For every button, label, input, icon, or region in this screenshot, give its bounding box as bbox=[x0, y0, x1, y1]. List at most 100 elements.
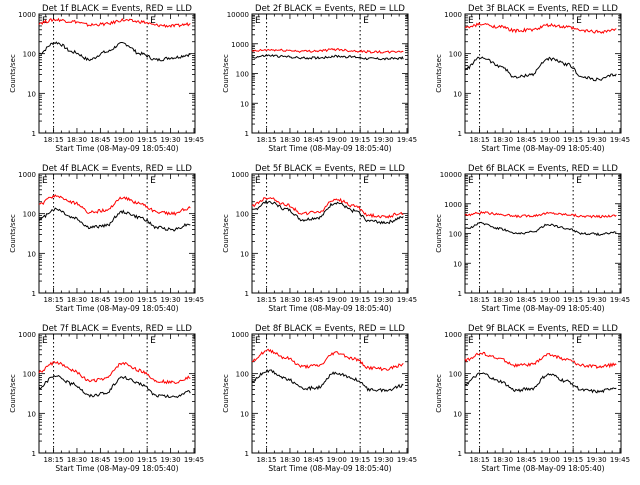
y-axis-label: Counts/sec bbox=[222, 214, 230, 253]
x-tick-label: 19:15 bbox=[350, 456, 370, 464]
series-lld-line bbox=[251, 197, 404, 219]
x-tick-label: 18:15 bbox=[469, 456, 489, 464]
y-tick-label: 10 bbox=[453, 260, 462, 268]
x-axis-label: Start Time (08-May-09 18:05:40) bbox=[55, 464, 178, 473]
y-axis-label: Counts/sec bbox=[9, 214, 17, 253]
series-events-line bbox=[464, 56, 617, 82]
y-tick-label: 1 bbox=[458, 130, 462, 138]
panel-title: Det 3f BLACK = Events, RED = LLD bbox=[468, 4, 618, 14]
e-marker-left: E bbox=[42, 176, 48, 186]
plot-frame bbox=[38, 173, 196, 294]
series-lld-line bbox=[251, 47, 404, 54]
x-tick-label: 19:15 bbox=[563, 136, 583, 144]
panel-title: Det 6f BLACK = Events, RED = LLD bbox=[468, 164, 618, 174]
y-tick-label: 10 bbox=[27, 250, 36, 258]
y-tick-label: 1000 bbox=[444, 331, 462, 339]
e-marker-left: E bbox=[255, 176, 261, 186]
y-tick-label: 1 bbox=[245, 450, 249, 458]
e-marker-right: E bbox=[576, 16, 582, 26]
y-tick-label: 100 bbox=[449, 231, 462, 239]
x-axis-label: Start Time (08-May-09 18:05:40) bbox=[55, 304, 178, 313]
y-tick-label: 1 bbox=[32, 290, 36, 298]
y-tick-label: 1000 bbox=[231, 331, 249, 339]
x-tick-label: 18:30 bbox=[67, 456, 87, 464]
x-tick-label: 19:30 bbox=[586, 136, 606, 144]
x-tick-label: 19:30 bbox=[373, 296, 393, 304]
x-tick-label: 19:00 bbox=[114, 456, 134, 464]
x-tick-label: 19:30 bbox=[160, 136, 180, 144]
e-marker-right: E bbox=[150, 16, 156, 26]
x-tick-label: 18:30 bbox=[493, 456, 513, 464]
y-tick-label: 1 bbox=[245, 130, 249, 138]
e-marker-right: E bbox=[576, 336, 582, 346]
x-tick-label: 18:30 bbox=[280, 456, 300, 464]
x-tick-label: 18:30 bbox=[280, 296, 300, 304]
y-tick-label: 1000 bbox=[444, 11, 462, 19]
x-tick-label: 18:45 bbox=[90, 136, 110, 144]
x-tick-label: 18:45 bbox=[516, 456, 536, 464]
plot-frame bbox=[464, 333, 622, 454]
x-tick-label: 18:45 bbox=[90, 296, 110, 304]
plot-frame bbox=[251, 333, 409, 454]
y-tick-label: 100 bbox=[23, 371, 36, 379]
e-marker-right: E bbox=[576, 176, 582, 186]
detector-panel-7: Det 7f BLACK = Events, RED = LLD 1 10 100 10… bbox=[9, 324, 204, 473]
detector-panel-3: Det 3f BLACK = Events, RED = LLD 1 10 100 10… bbox=[435, 4, 630, 153]
x-tick-label: 19:45 bbox=[610, 456, 630, 464]
panel-title: Det 4f BLACK = Events, RED = LLD bbox=[42, 164, 192, 174]
series-events-line bbox=[38, 41, 191, 62]
x-tick-label: 18:15 bbox=[256, 296, 276, 304]
plot-frame bbox=[464, 13, 622, 134]
series-events-line bbox=[464, 221, 617, 237]
x-tick-label: 19:15 bbox=[137, 456, 157, 464]
detector-panel-6: Det 6f BLACK = Events, RED = LLD 1 10 100 10… bbox=[435, 164, 630, 313]
series-events-line bbox=[251, 369, 404, 393]
y-tick-label: 1000 bbox=[444, 201, 462, 209]
y-tick-label: 10 bbox=[27, 410, 36, 418]
y-tick-label: 10 bbox=[453, 90, 462, 98]
detector-panel-4: Det 4f BLACK = Events, RED = LLD 1 10 100 10… bbox=[9, 164, 204, 313]
y-tick-label: 1 bbox=[458, 450, 462, 458]
x-tick-label: 18:45 bbox=[516, 136, 536, 144]
plot-frame bbox=[38, 333, 196, 454]
x-tick-label: 18:45 bbox=[90, 456, 110, 464]
panel-title: Det 2f BLACK = Events, RED = LLD bbox=[255, 4, 405, 14]
x-tick-label: 18:45 bbox=[303, 456, 323, 464]
panel-title: Det 5f BLACK = Events, RED = LLD bbox=[255, 164, 405, 174]
y-tick-label: 1 bbox=[32, 130, 36, 138]
x-tick-label: 18:15 bbox=[43, 136, 63, 144]
x-tick-label: 18:15 bbox=[469, 136, 489, 144]
y-tick-label: 10000 bbox=[227, 11, 249, 19]
detector-panel-5: Det 5f BLACK = Events, RED = LLD 1 10 100 10… bbox=[222, 164, 417, 313]
x-tick-label: 18:30 bbox=[67, 296, 87, 304]
y-tick-label: 10 bbox=[453, 410, 462, 418]
x-tick-label: 19:45 bbox=[184, 456, 204, 464]
x-tick-label: 19:30 bbox=[586, 456, 606, 464]
e-marker-right: E bbox=[363, 16, 369, 26]
x-tick-label: 19:30 bbox=[160, 296, 180, 304]
x-tick-label: 19:00 bbox=[114, 136, 134, 144]
x-tick-label: 19:15 bbox=[137, 296, 157, 304]
y-tick-label: 1000 bbox=[231, 41, 249, 49]
series-events-line bbox=[252, 199, 404, 225]
y-tick-label: 1 bbox=[245, 290, 249, 298]
x-axis-label: Start Time (08-May-09 18:05:40) bbox=[268, 144, 391, 153]
x-tick-label: 19:00 bbox=[540, 456, 560, 464]
e-marker-left: E bbox=[468, 176, 474, 186]
x-tick-label: 18:45 bbox=[516, 296, 536, 304]
x-axis-label: Start Time (08-May-09 18:05:40) bbox=[55, 144, 178, 153]
detector-panel-1: Det 1f BLACK = Events, RED = LLD 1 10 100 10… bbox=[9, 4, 204, 153]
detector-panel-9: Det 9f BLACK = Events, RED = LLD 1 10 100 10… bbox=[435, 324, 630, 473]
detector-panel-8: Det 8f BLACK = Events, RED = LLD 1 10 100 10… bbox=[222, 324, 417, 473]
x-tick-label: 18:30 bbox=[493, 296, 513, 304]
x-tick-label: 18:30 bbox=[280, 136, 300, 144]
x-tick-label: 19:00 bbox=[327, 136, 347, 144]
series-lld-line bbox=[38, 361, 191, 385]
x-tick-label: 18:30 bbox=[67, 136, 87, 144]
x-tick-label: 19:00 bbox=[327, 296, 347, 304]
x-tick-label: 19:00 bbox=[327, 456, 347, 464]
series-events-line bbox=[464, 372, 617, 394]
e-marker-right: E bbox=[363, 176, 369, 186]
x-tick-label: 19:15 bbox=[137, 136, 157, 144]
